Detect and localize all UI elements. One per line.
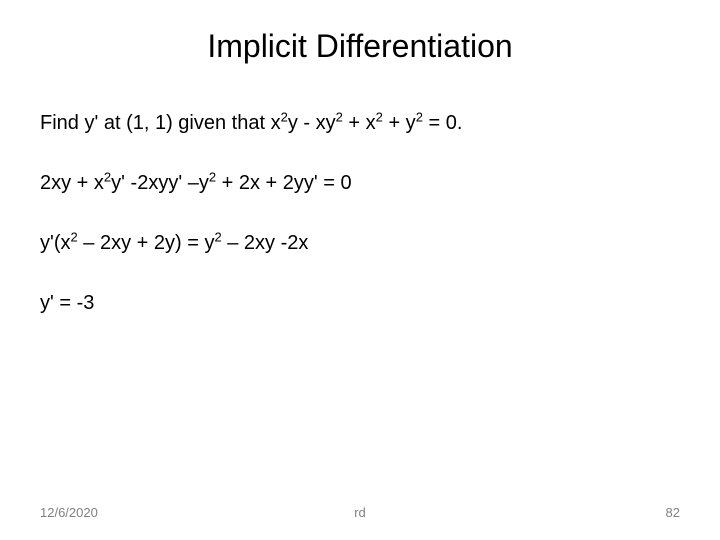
footer-center: rd (40, 505, 680, 520)
superscript: 2 (416, 109, 423, 124)
text: + y (383, 112, 416, 134)
superscript: 2 (209, 169, 216, 184)
superscript: 2 (70, 229, 77, 244)
text: 2xy + x (40, 172, 104, 194)
superscript: 2 (376, 109, 383, 124)
slide-body: Find y' at (1, 1) given that x2y - xy2 +… (40, 110, 680, 350)
text: y' -2xyy' –y (111, 172, 209, 194)
text: + x (343, 112, 376, 134)
text: Find y' at (1, 1) given that x (40, 112, 281, 134)
line-2: 2xy + x2y' -2xyy' –y2 + 2x + 2yy' = 0 (40, 170, 680, 196)
superscript: 2 (336, 109, 343, 124)
line-1: Find y' at (1, 1) given that x2y - xy2 +… (40, 110, 680, 136)
slide: Implicit Differentiation Find y' at (1, … (0, 0, 720, 540)
text: = 0. (423, 112, 462, 134)
line-4: y' = -3 (40, 290, 680, 316)
text: – 2xy -2x (222, 232, 309, 254)
text: – 2xy + 2y) = y (78, 232, 215, 254)
superscript: 2 (214, 229, 221, 244)
slide-footer: rd 12/6/2020 82 (40, 505, 680, 520)
slide-title: Implicit Differentiation (0, 28, 720, 65)
text: + 2x + 2yy' = 0 (216, 172, 352, 194)
text: y'(x (40, 232, 70, 254)
superscript: 2 (281, 109, 288, 124)
text: y - xy (288, 112, 336, 134)
line-3: y'(x2 – 2xy + 2y) = y2 – 2xy -2x (40, 230, 680, 256)
